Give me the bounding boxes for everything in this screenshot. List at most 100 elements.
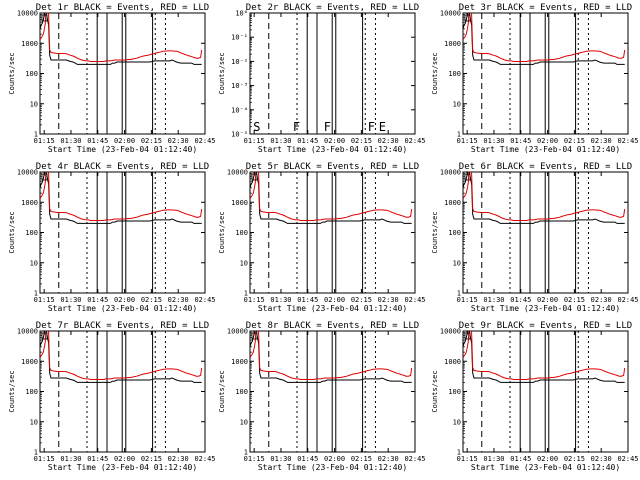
y-axis-label: Counts/sec <box>218 211 226 253</box>
corner-mark <box>251 332 258 340</box>
event-lines <box>481 13 589 134</box>
corner-mark <box>41 173 48 181</box>
event-lines <box>268 172 376 293</box>
x-tick-label: 02:45 <box>617 455 638 463</box>
panel-det-6: Det 6r BLACK = Events, RED = LLD 1 10 100 10… <box>431 162 639 313</box>
y-tick-label: 100 <box>448 70 461 78</box>
x-tick-label: 02:30 <box>378 137 399 145</box>
panel-title: Det 9r BLACK = Events, RED = LLD <box>459 321 632 331</box>
y-tick-label: 1 <box>457 449 461 457</box>
panel-title: Det 3r BLACK = Events, RED = LLD <box>459 3 632 13</box>
y-tick-label: 10 <box>30 100 38 108</box>
x-tick-label: 01:45 <box>297 296 318 304</box>
y-tick-label: 10 <box>30 418 38 426</box>
y-tick-label: 1000 <box>231 199 248 207</box>
x-tick-label: 02:45 <box>404 137 425 145</box>
x-tick-label: 02:15 <box>564 296 585 304</box>
x-tick-label: 01:45 <box>510 137 531 145</box>
y-tick-label: 1000 <box>231 358 248 366</box>
x-tick-label: 01:45 <box>87 455 108 463</box>
x-tick-label: 02:30 <box>591 137 612 145</box>
x-tick-label: 02:00 <box>537 296 558 304</box>
x-tick-label: 02:00 <box>114 296 135 304</box>
series-events <box>40 172 202 224</box>
letter-mark: F <box>324 120 331 134</box>
x-tick-label: 02:45 <box>617 296 638 304</box>
y-tick-label: 10 <box>453 259 461 267</box>
x-tick-label: 02:00 <box>537 455 558 463</box>
x-tick-label: 01:15 <box>457 137 478 145</box>
x-tick-label: 02:30 <box>591 455 612 463</box>
x-tick-label: 01:45 <box>297 137 318 145</box>
y-tick-label: 10000 <box>227 328 248 336</box>
x-axis-label: Start Time (23-Feb-04 01:12:40) <box>258 304 407 313</box>
x-tick-label: 02:45 <box>194 296 215 304</box>
y-tick-label: 100 <box>448 388 461 396</box>
x-tick-label: 02:15 <box>141 137 162 145</box>
panel-det-5: Det 5r BLACK = Events, RED = LLD 1 10 100 10… <box>218 162 426 313</box>
x-tick-label: 01:15 <box>34 455 55 463</box>
x-axis-label: Start Time (23-Feb-04 01:12:40) <box>471 145 620 154</box>
panel-det-8: Det 8r BLACK = Events, RED = LLD 1 10 100 10… <box>218 321 426 472</box>
event-lines <box>268 13 376 134</box>
panel-title: Det 4r BLACK = Events, RED = LLD <box>36 162 209 172</box>
panel-det-9: Det 9r BLACK = Events, RED = LLD 1 10 100 10… <box>431 321 639 472</box>
series-events <box>463 331 625 383</box>
y-tick-label: 10000 <box>440 169 461 177</box>
x-tick-label: 01:15 <box>457 455 478 463</box>
y-axis-label: Counts/sec <box>431 52 439 94</box>
y-tick-label: 10 <box>453 100 461 108</box>
y-axis-label: Counts/sec <box>431 370 439 412</box>
x-tick-label: 01:15 <box>244 455 265 463</box>
panel-title: Det 8r BLACK = Events, RED = LLD <box>246 321 419 331</box>
x-tick-label: 01:45 <box>510 296 531 304</box>
y-tick-label: 1000 <box>21 199 38 207</box>
y-axis-label: Counts/sec <box>218 370 226 412</box>
x-tick-label: 01:45 <box>87 296 108 304</box>
x-axis-label: Start Time (23-Feb-04 01:12:40) <box>471 304 620 313</box>
series-lld <box>463 172 626 221</box>
y-tick-label: 10000 <box>17 10 38 18</box>
y-tick-label: 10⁻¹ <box>231 34 248 42</box>
panel-title: Det 7r BLACK = Events, RED = LLD <box>36 321 209 331</box>
letter-mark: S <box>253 120 260 134</box>
corner-mark <box>41 332 48 340</box>
x-axis-label: Start Time (23-Feb-04 01:12:40) <box>471 463 620 472</box>
y-tick-label: 10⁻² <box>231 58 248 66</box>
x-tick-label: 01:30 <box>60 296 81 304</box>
y-tick-label: 10⁻⁴ <box>231 106 248 114</box>
y-tick-label: 100 <box>235 229 248 237</box>
x-tick-label: 01:30 <box>60 455 81 463</box>
x-tick-label: 02:45 <box>404 455 425 463</box>
y-tick-label: 100 <box>448 229 461 237</box>
x-tick-label: 01:15 <box>244 137 265 145</box>
y-tick-label: 10000 <box>227 169 248 177</box>
y-tick-label: 1 <box>34 131 38 139</box>
y-tick-label: 1 <box>457 131 461 139</box>
x-tick-label: 01:15 <box>34 137 55 145</box>
x-tick-label: 02:30 <box>168 455 189 463</box>
panel-title: Det 6r BLACK = Events, RED = LLD <box>459 162 632 172</box>
x-axis-label: Start Time (23-Feb-04 01:12:40) <box>48 145 197 154</box>
x-axis-label: Start Time (23-Feb-04 01:12:40) <box>258 463 407 472</box>
event-lines <box>58 172 166 293</box>
y-tick-label: 1 <box>244 290 248 298</box>
y-tick-label: 1000 <box>21 358 38 366</box>
x-tick-label: 02:45 <box>404 296 425 304</box>
series-events <box>463 13 625 65</box>
corner-mark <box>464 173 471 181</box>
letter-mark: F <box>293 120 300 134</box>
series-lld <box>40 172 203 221</box>
x-tick-label: 01:30 <box>270 455 291 463</box>
x-tick-label: 02:15 <box>351 455 372 463</box>
y-tick-label: 1 <box>457 290 461 298</box>
y-tick-label: 10 <box>240 418 248 426</box>
y-axis-label: Counts/sec <box>431 211 439 253</box>
x-tick-label: 02:15 <box>564 455 585 463</box>
x-tick-label: 02:15 <box>351 296 372 304</box>
y-tick-label: 100 <box>235 388 248 396</box>
event-lines <box>481 172 589 293</box>
panel-title: Det 2r BLACK = Events, RED = LLD <box>246 3 419 13</box>
panel-det-1: Det 1r BLACK = Events, RED = LLD 1 10 100 10… <box>8 3 216 154</box>
y-tick-label: 1000 <box>444 199 461 207</box>
